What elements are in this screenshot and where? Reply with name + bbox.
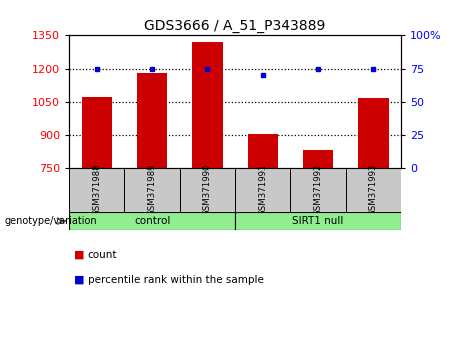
Text: GSM371989: GSM371989	[148, 164, 157, 216]
FancyBboxPatch shape	[290, 168, 346, 212]
Text: ■: ■	[74, 275, 84, 285]
Bar	[137, 73, 167, 168]
Title: GDS3666 / A_51_P343889: GDS3666 / A_51_P343889	[144, 19, 326, 33]
Text: ■: ■	[74, 250, 84, 260]
Text: SIRT1 null: SIRT1 null	[292, 216, 344, 226]
Text: GSM371992: GSM371992	[313, 164, 323, 216]
FancyBboxPatch shape	[235, 168, 290, 212]
FancyBboxPatch shape	[180, 168, 235, 212]
FancyBboxPatch shape	[235, 212, 401, 230]
Bar	[248, 134, 278, 168]
FancyBboxPatch shape	[69, 168, 124, 212]
Text: count: count	[88, 250, 117, 260]
Bar	[192, 41, 223, 168]
Text: GSM371993: GSM371993	[369, 164, 378, 216]
FancyBboxPatch shape	[69, 212, 235, 230]
Text: percentile rank within the sample: percentile rank within the sample	[88, 275, 264, 285]
Bar	[82, 97, 112, 168]
Text: control: control	[134, 216, 170, 226]
FancyBboxPatch shape	[346, 168, 401, 212]
Text: GSM371990: GSM371990	[203, 164, 212, 216]
Text: genotype/variation: genotype/variation	[5, 216, 97, 226]
Text: GSM371988: GSM371988	[92, 164, 101, 216]
FancyBboxPatch shape	[124, 168, 180, 212]
Text: GSM371991: GSM371991	[258, 164, 267, 216]
Bar	[358, 98, 389, 168]
Bar	[303, 150, 333, 168]
